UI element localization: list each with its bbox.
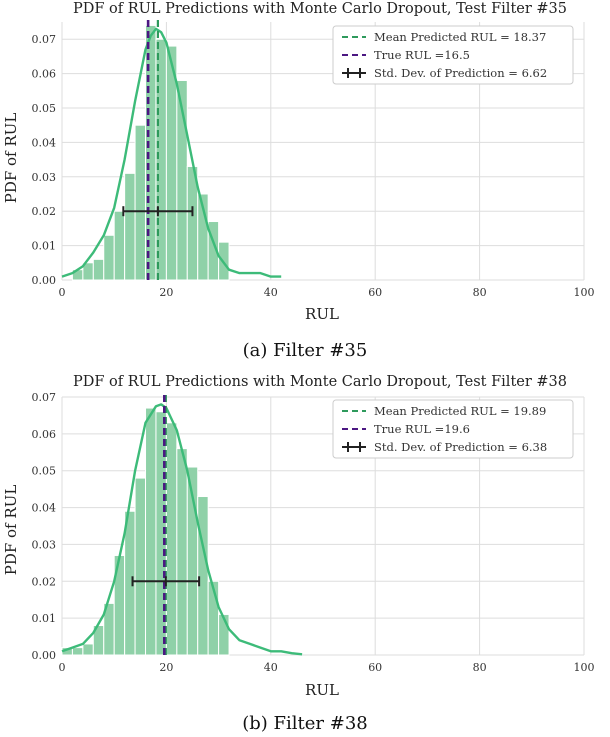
x-tick-label: 40 xyxy=(264,661,278,674)
x-tick-label: 0 xyxy=(59,661,66,674)
y-tick-label: 0.07 xyxy=(32,391,57,404)
y-tick-label: 0.04 xyxy=(32,136,57,149)
y-tick-label: 0.04 xyxy=(32,502,57,515)
histogram-bar xyxy=(113,210,126,281)
chart-title: PDF of RUL Predictions with Monte Carlo … xyxy=(73,1,567,17)
y-tick-label: 0.05 xyxy=(32,465,57,478)
histogram-bar xyxy=(92,258,105,281)
figure-caption: (b) Filter #38 xyxy=(242,713,368,734)
x-tick-label: 20 xyxy=(159,661,173,674)
histogram-bar xyxy=(103,234,115,281)
y-tick-label: 0.03 xyxy=(32,538,57,551)
histogram-bar xyxy=(176,448,188,656)
legend-mean-label: Mean Predicted RUL = 19.89 xyxy=(374,404,546,418)
y-axis-label: PDF of RUL xyxy=(2,485,20,576)
legend-std-swatch xyxy=(342,442,366,452)
legend-true-label: True RUL =19.6 xyxy=(374,422,470,436)
x-tick-label: 60 xyxy=(368,286,382,299)
kde-curve xyxy=(61,27,282,278)
y-tick-label: 0.00 xyxy=(32,274,57,287)
histogram-bar xyxy=(145,407,157,656)
y-tick-label: 0.06 xyxy=(32,68,57,81)
legend-mean-label: Mean Predicted RUL = 18.37 xyxy=(374,30,546,44)
histogram-bar xyxy=(165,422,178,656)
kde-curve xyxy=(61,403,303,656)
y-tick-label: 0.02 xyxy=(32,205,57,218)
legend-true-label: True RUL =16.5 xyxy=(374,48,470,62)
x-tick-label: 0 xyxy=(59,286,66,299)
y-tick-label: 0.07 xyxy=(32,33,57,46)
figure-caption: (a) Filter #35 xyxy=(243,340,368,360)
y-tick-label: 0.03 xyxy=(32,171,57,184)
x-tick-label: 100 xyxy=(574,661,595,674)
y-tick-label: 0.01 xyxy=(32,240,57,253)
x-tick-label: 20 xyxy=(159,286,173,299)
legend-box xyxy=(332,25,574,85)
histogram-bar xyxy=(218,613,230,656)
y-tick-label: 0.06 xyxy=(32,428,57,441)
legend-std-label: Std. Dev. of Prediction = 6.62 xyxy=(374,66,547,80)
y-axis-label: PDF of RUL xyxy=(2,113,20,204)
histogram-bar xyxy=(71,647,84,656)
x-tick-label: 60 xyxy=(368,661,382,674)
x-tick-label: 80 xyxy=(473,661,487,674)
chart-filter-35: PDF of RUL Predictions with Monte Carlo … xyxy=(2,1,595,360)
y-tick-label: 0.02 xyxy=(32,575,57,588)
chart-title: PDF of RUL Predictions with Monte Carlo … xyxy=(73,374,567,390)
x-axis-label: RUL xyxy=(305,681,339,699)
y-tick-label: 0.01 xyxy=(32,612,57,625)
histogram-bar xyxy=(134,124,147,281)
chart-filter-38: PDF of RUL Predictions with Monte Carlo … xyxy=(2,374,595,734)
x-tick-label: 80 xyxy=(473,286,487,299)
histogram-bar xyxy=(134,477,147,656)
legend-std-label: Std. Dev. of Prediction = 6.38 xyxy=(374,440,547,454)
histogram-bar xyxy=(82,643,94,656)
x-tick-label: 40 xyxy=(264,286,278,299)
histogram-bar xyxy=(197,496,209,656)
histogram-bar xyxy=(124,172,136,281)
legend-box xyxy=(332,399,574,459)
legend-std-swatch xyxy=(342,68,366,78)
x-axis-label: RUL xyxy=(305,305,339,323)
y-tick-label: 0.05 xyxy=(32,102,57,115)
x-tick-label: 100 xyxy=(574,286,595,299)
y-tick-label: 0.00 xyxy=(32,649,57,662)
